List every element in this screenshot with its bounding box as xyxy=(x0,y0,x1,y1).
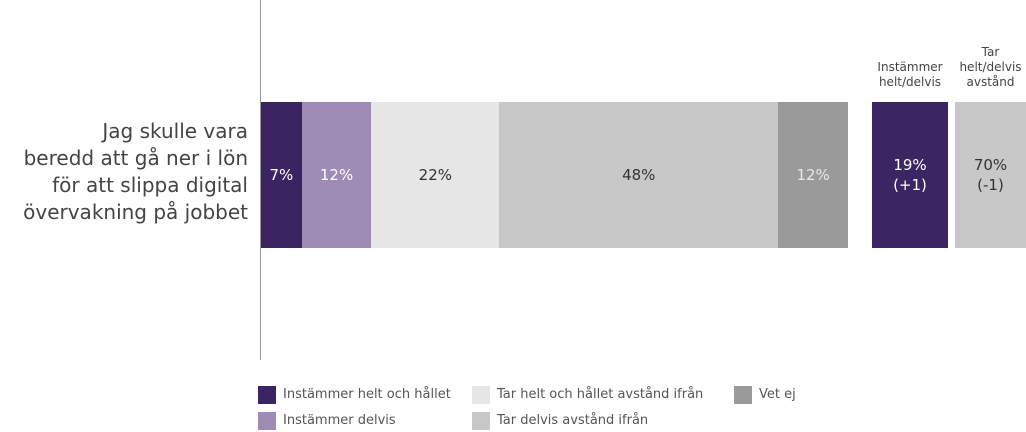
value-label: 12% xyxy=(796,166,830,184)
summary-box: 19% (+1) xyxy=(872,102,948,248)
bar-segment: 22% xyxy=(371,102,500,248)
bar-segment: 12% xyxy=(301,102,372,248)
summary-change: (+1) xyxy=(893,176,927,194)
legend-label: Instämmer delvis xyxy=(283,413,396,428)
summary-header: Instämmer helt/delvis xyxy=(877,60,943,89)
bar-segment: 7% xyxy=(261,102,302,248)
summary-value: 19% xyxy=(893,156,927,174)
legend-swatch xyxy=(472,386,490,404)
bar-segment: 48% xyxy=(499,102,779,248)
legend-swatch xyxy=(258,412,276,430)
category-label: Jag skulle vara beredd att gå ner i lön … xyxy=(23,119,248,224)
legend-label: Vet ej xyxy=(759,387,796,402)
value-label: 12% xyxy=(319,166,354,184)
legend-swatch xyxy=(258,386,276,404)
bar-segment: 12% xyxy=(778,102,848,248)
summary-change: (-1) xyxy=(977,176,1004,194)
legend-label: Tar delvis avstånd ifrån xyxy=(497,413,649,428)
value-label: 22% xyxy=(418,166,453,184)
summary-header: Tar helt/delvis avstånd xyxy=(959,45,1022,89)
value-label: 7% xyxy=(269,166,294,184)
axis-line xyxy=(260,0,261,360)
legend-label: Tar helt och hållet avstånd ifrån xyxy=(497,387,704,402)
value-label: 48% xyxy=(622,166,656,184)
legend-label: Instämmer helt och hållet xyxy=(283,387,451,402)
legend-swatch xyxy=(472,412,490,430)
summary-box: 70% (-1) xyxy=(955,102,1026,248)
legend-swatch xyxy=(734,386,752,404)
summary-value: 70% xyxy=(973,156,1008,174)
